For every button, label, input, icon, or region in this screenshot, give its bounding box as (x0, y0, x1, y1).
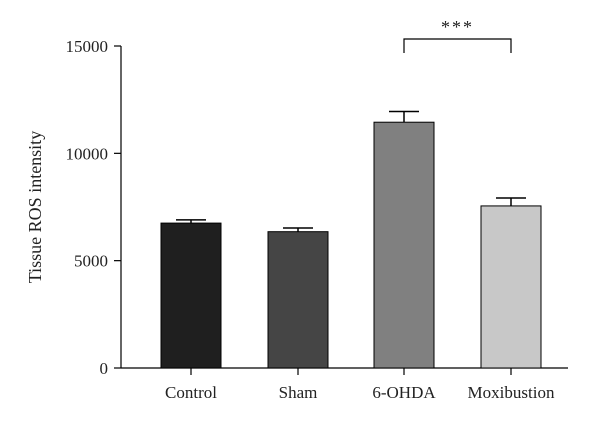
y-axis: 0 5000 10000 15000 (66, 37, 122, 378)
x-axis: Control Sham 6-OHDA Moxibustion (121, 367, 568, 402)
significance-bracket (403, 38, 512, 53)
y-tick-label: 5000 (74, 252, 108, 271)
bars (160, 121, 542, 369)
bar (267, 231, 329, 369)
error-bars (176, 110, 526, 232)
bar (373, 121, 435, 369)
y-axis-label: Tissue ROS intensity (25, 131, 45, 283)
significance-annotations: *** (403, 17, 512, 53)
y-tick-label: 0 (100, 359, 109, 378)
bar (480, 205, 542, 369)
bar (160, 222, 222, 369)
x-tick-label: Sham (279, 383, 318, 402)
y-tick-label: 10000 (66, 144, 109, 163)
x-tick-label: Moxibustion (468, 383, 555, 402)
y-tick-label: 15000 (66, 37, 109, 56)
significance-label: *** (441, 17, 474, 37)
x-tick-label: 6-OHDA (372, 383, 436, 402)
x-tick-label: Control (165, 383, 217, 402)
